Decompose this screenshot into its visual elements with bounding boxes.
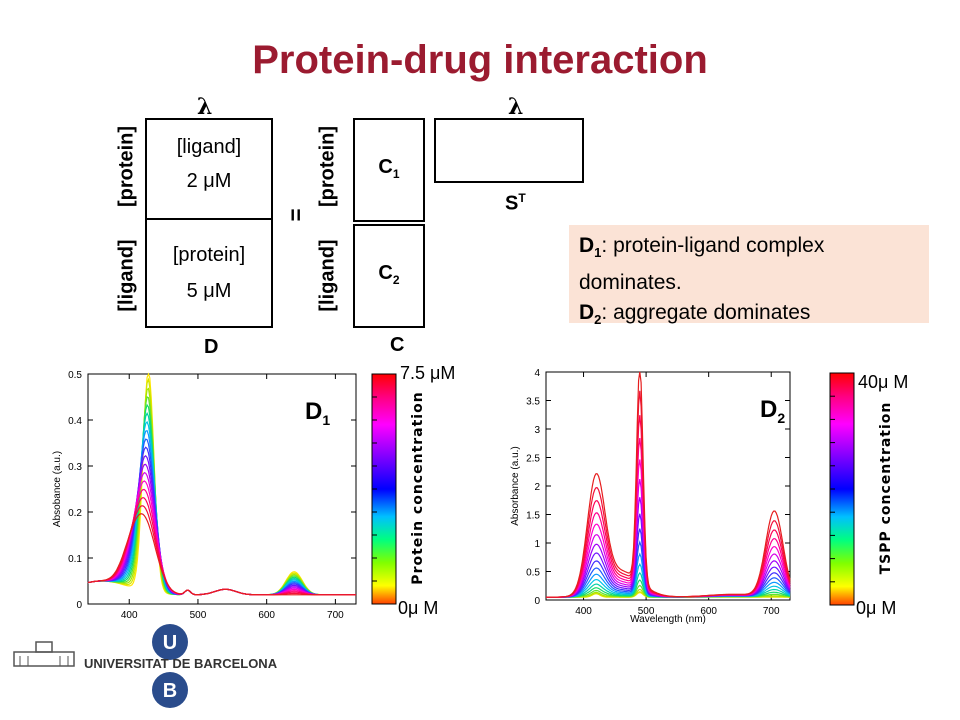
- lambda-label-d: λ: [197, 94, 213, 120]
- chart-d2-ytick-label: 3: [534, 425, 540, 436]
- logo-seal-u-icon: U: [152, 624, 188, 660]
- chart-d2-ytick-label: 1.5: [526, 511, 540, 522]
- matrix-c-row-label-ligand: [ligand]: [316, 239, 339, 312]
- chart-d2-ytick-label: 3.5: [526, 397, 540, 408]
- chart-d2-xlabel: Wavelength (nm): [630, 614, 706, 625]
- chart-d2-series-line: [546, 479, 791, 598]
- note-line-1-text: : protein-ligand complex dominates.: [579, 234, 825, 295]
- chart-d2-ytick-label: 1: [534, 539, 540, 550]
- chart-d1-ytick-label: 0.1: [68, 554, 82, 565]
- chart-d1-ytick-label: 0.5: [68, 370, 82, 381]
- svg-text:U: U: [163, 632, 177, 654]
- logo-seal-b-icon: B: [152, 672, 188, 708]
- chart-d1-ytick-label: 0.2: [68, 508, 82, 519]
- note-box: D1: protein-ligand complex dominates. D2…: [569, 225, 929, 327]
- matrix-c-bottom: C2: [353, 224, 425, 328]
- chart-d2-ytick-label: 2: [534, 482, 540, 493]
- matrix-c-top-cell: C1: [378, 156, 400, 181]
- logo-wordmark: UNIVERSITAT DE BARCELONA: [84, 656, 278, 671]
- chart-d1-ylabel: Absobance (a.u.): [52, 451, 63, 527]
- matrix-st-caption: ST: [505, 191, 526, 215]
- chart-d1-series-line: [87, 446, 356, 596]
- matrix-d-divider: [147, 218, 271, 220]
- colorbar-d1-min: 0μ M: [398, 598, 439, 618]
- matrix-c-bottom-cell: C2: [378, 262, 400, 287]
- chart-d2-label: D2: [760, 396, 786, 426]
- matrix-st: [434, 118, 584, 183]
- university-logo: U B UNIVERSITAT DE BARCELONA: [13, 624, 278, 708]
- matrix-d-bottom-line2: 5 μM: [186, 280, 232, 302]
- matrix-d-row-label-ligand: [ligand]: [115, 239, 138, 312]
- logo-building-icon: [13, 641, 75, 667]
- equals-sign: =: [283, 208, 309, 222]
- chart-d1: 0 0.1 0.2 0.3 0.4 0.5 400 500 600 700 Absobance (a…: [52, 370, 397, 621]
- chart-d2-series-line: [546, 415, 791, 598]
- matrix-c-caption: C: [390, 334, 405, 356]
- chart-d2-series-line: [546, 438, 791, 598]
- chart-d1-series-line: [87, 513, 356, 596]
- chart-d1-xtick-label: 600: [258, 610, 275, 621]
- note-line-2: D2: aggregate dominates: [579, 301, 811, 328]
- colorbar-d2-max: 40μ M: [858, 372, 909, 392]
- chart-d1-label: D1: [305, 398, 331, 428]
- chart-d2-ytick-label: 2.5: [526, 454, 540, 465]
- matrix-d: [ligand] 2 μM [protein] 5 μM: [145, 118, 273, 328]
- lambda-label-st: λ: [508, 94, 524, 120]
- matrix-d-top-line2: 2 μM: [186, 170, 232, 192]
- chart-d2-xtick-label: 400: [575, 606, 592, 617]
- note-line-1: D1: protein-ligand complex dominates.: [579, 234, 825, 295]
- chart-d2-xtick-label: 500: [638, 606, 655, 617]
- chart-d1-series-line: [87, 471, 356, 596]
- colorbar-d2-min: 0μ M: [856, 598, 897, 618]
- matrix-c-top: C1: [353, 118, 425, 222]
- chart-d1-plot-frame: [87, 373, 357, 605]
- chart-d2-xtick-label: 600: [700, 606, 717, 617]
- matrix-d-caption: D: [204, 336, 219, 358]
- slide-title: Protein-drug interaction: [252, 38, 708, 82]
- colorbar-d1-max: 7.5 μM: [400, 363, 456, 383]
- chart-d2-ytick-label: 4: [534, 368, 540, 379]
- note-line-2-text: : aggregate dominates: [601, 301, 811, 325]
- colorbar-d1-title: Protein concentration: [410, 391, 426, 585]
- chart-d2-series-line: [546, 459, 791, 598]
- matrix-c-row-label-protein: [protein]: [316, 125, 339, 208]
- chart-d2-series-line: [546, 390, 791, 598]
- colorbar-d2-title: TSPP concentration: [878, 401, 894, 575]
- chart-d2-ytick-label: 0: [534, 596, 540, 607]
- chart-d2: 0 0.5 1 1.5 2 2.5 3 3.5 4 400 500 600 700 Absorbance …: [510, 368, 855, 625]
- chart-d1-xtick-label: 500: [190, 610, 207, 621]
- matrix-d-bottom-line1: [protein]: [172, 244, 246, 266]
- chart-d1-ytick-label: 0: [76, 600, 82, 611]
- chart-d1-ytick-label: 0.4: [68, 416, 82, 427]
- chart-d2-ylabel: Absorbance (a.u.): [510, 446, 521, 526]
- chart-d2-series-line: [546, 371, 791, 598]
- matrix-d-row-label-protein: [protein]: [115, 125, 138, 208]
- svg-text:B: B: [163, 680, 177, 702]
- chart-d2-ytick-label: 0.5: [526, 568, 540, 579]
- matrix-d-top-line1: [ligand]: [176, 136, 242, 158]
- chart-d2-series-line: [546, 497, 791, 598]
- chart-d1-xtick-label: 700: [327, 610, 344, 621]
- chart-d2-xtick-label: 700: [763, 606, 780, 617]
- chart-d1-ytick-label: 0.3: [68, 462, 82, 473]
- chart-d1-xtick-label: 400: [121, 610, 138, 621]
